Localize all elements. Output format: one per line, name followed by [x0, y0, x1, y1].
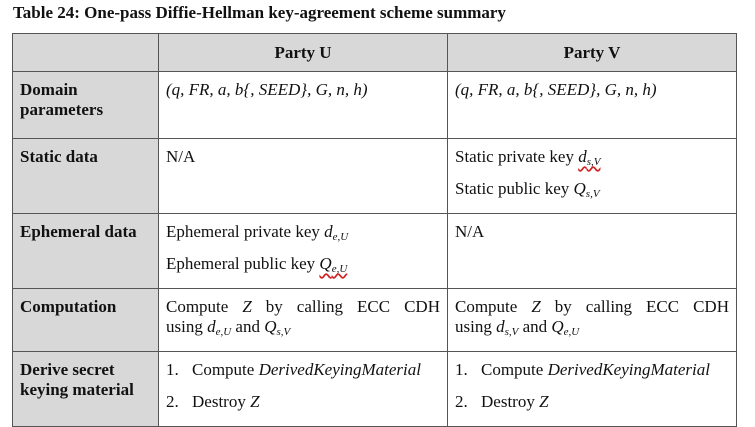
derive-u-step2-text: Destroy	[192, 392, 251, 411]
derive-u-step1-text: Compute	[192, 360, 259, 379]
ephemeral-public-key-symbol: Qe,U	[319, 254, 348, 275]
derive-v-step2-var: Z	[539, 392, 549, 411]
static-public-key-label: Static public key	[455, 179, 574, 198]
static-private-key-subscript: s,V	[586, 156, 601, 168]
computation-u-and-word: and	[231, 317, 265, 336]
cell-u-derive-secret: 1. Compute DerivedKeyingMaterial 2. Destro…	[158, 351, 448, 427]
header-party-u: Party U	[158, 33, 448, 72]
header-corner-cell	[12, 33, 159, 72]
derive-u-step2: 2. Destroy Z	[166, 392, 440, 412]
derive-v-step1-number: 1.	[455, 360, 468, 379]
computation-u-z-var: Z	[242, 297, 252, 316]
cell-v-computation: Compute Z by calling ECC CDH using ds,V …	[447, 288, 737, 352]
static-private-key-label: Static private key	[455, 147, 579, 166]
ephemeral-private-key-line: Ephemeral private key de,U	[166, 222, 440, 243]
derive-v-step2-number: 2.	[455, 392, 468, 411]
row-label-static-data: Static data	[12, 138, 159, 214]
ephemeral-private-key-label: Ephemeral private key	[166, 222, 325, 241]
static-private-key-line: Static private key ds,V	[455, 147, 729, 168]
derive-v-step2: 2. Destroy Z	[455, 392, 729, 412]
computation-u-var1: d	[207, 317, 216, 336]
derive-v-step1-var: DerivedKeyingMaterial	[547, 360, 710, 379]
static-public-key-subscript: s,V	[585, 188, 600, 200]
table-row-computation: Computation Compute Z by calling ECC CDH…	[12, 288, 737, 352]
computation-u-line2: using de,U and Qs,V	[166, 317, 440, 338]
computation-u-sub1: e,U	[215, 326, 232, 338]
computation-v-var1: d	[496, 317, 505, 336]
computation-v-sub2: e,U	[563, 326, 580, 338]
computation-u-compute-word: Compute	[166, 297, 243, 316]
derive-v-step1-text: Compute	[481, 360, 548, 379]
derive-u-step1: 1. Compute DerivedKeyingMaterial	[166, 360, 440, 380]
static-private-key-symbol: ds,V	[578, 147, 601, 168]
computation-v-compute-word: Compute	[455, 297, 532, 316]
derive-u-step2-number: 2.	[166, 392, 179, 411]
cell-v-ephemeral-data: N/A	[447, 213, 737, 289]
cell-v-derive-secret: 1. Compute DerivedKeyingMaterial 2. Destro…	[447, 351, 737, 427]
cell-u-ephemeral-data: Ephemeral private key de,U Ephemeral pub…	[158, 213, 448, 289]
table-row-static-data: Static data N/A Static private key ds,V …	[12, 138, 737, 214]
row-label-computation: Computation	[12, 288, 159, 352]
derive-u-step1-number: 1.	[166, 360, 179, 379]
table-header-row: Party U Party V	[12, 33, 737, 72]
table-caption: Table 24: One-pass Diffie-Hellman key-ag…	[13, 3, 506, 22]
table-row-derive-secret: Derive secret keying material 1. Compute …	[12, 351, 737, 427]
row-label-derive-secret: Derive secret keying material	[12, 351, 159, 427]
static-private-key-var: d	[578, 147, 587, 166]
row-label-ephemeral-data: Ephemeral data	[12, 213, 159, 289]
computation-u-calling-text: by calling ECC CDH	[251, 297, 440, 316]
computation-u-var2: Q	[264, 317, 277, 336]
cell-v-static-data: Static private key ds,V Static public ke…	[447, 138, 737, 214]
header-party-v: Party V	[447, 33, 737, 72]
cell-u-computation: Compute Z by calling ECC CDH using de,U …	[158, 288, 448, 352]
computation-v-line1: Compute Z by calling ECC CDH	[455, 297, 729, 317]
cell-u-static-data: N/A	[158, 138, 448, 214]
ephemeral-private-key-var: d	[324, 222, 333, 241]
derive-u-step1-var: DerivedKeyingMaterial	[258, 360, 421, 379]
computation-v-calling-text: by calling ECC CDH	[540, 297, 729, 316]
row-label-domain-parameters: Domain parameters	[12, 71, 159, 139]
computation-u-sub2: s,V	[276, 326, 291, 338]
cell-u-domain-parameters: (q, FR, a, b{, SEED}, G, n, h)	[158, 71, 448, 139]
computation-v-var2: Q	[551, 317, 564, 336]
table-row-ephemeral-data: Ephemeral data Ephemeral private key de,…	[12, 213, 737, 289]
ephemeral-public-key-label: Ephemeral public key	[166, 254, 320, 273]
ephemeral-private-key-subscript: e,U	[332, 231, 349, 243]
derive-u-step2-var: Z	[250, 392, 260, 411]
computation-v-line2: using ds,V and Qe,U	[455, 317, 729, 338]
computation-u-using-word: using	[166, 317, 208, 336]
derive-v-step1: 1. Compute DerivedKeyingMaterial	[455, 360, 729, 380]
computation-v-z-var: Z	[531, 297, 541, 316]
computation-v-sub1: s,V	[504, 326, 519, 338]
ephemeral-public-key-subscript: e,U	[331, 263, 348, 275]
computation-u-line1: Compute Z by calling ECC CDH	[166, 297, 440, 317]
ephemeral-public-key-var: Q	[319, 254, 332, 273]
computation-v-using-word: using	[455, 317, 497, 336]
ephemeral-public-key-line: Ephemeral public key Qe,U	[166, 254, 440, 275]
cell-v-domain-parameters: (q, FR, a, b{, SEED}, G, n, h)	[447, 71, 737, 139]
table-row-domain-parameters: Domain parameters (q, FR, a, b{, SEED}, …	[12, 71, 737, 139]
scheme-summary-table: Party U Party V Domain parameters (q, FR…	[12, 33, 737, 427]
derive-v-step2-text: Destroy	[481, 392, 540, 411]
static-public-key-line: Static public key Qs,V	[455, 179, 729, 200]
static-public-key-var: Q	[573, 179, 586, 198]
computation-v-and-word: and	[518, 317, 552, 336]
